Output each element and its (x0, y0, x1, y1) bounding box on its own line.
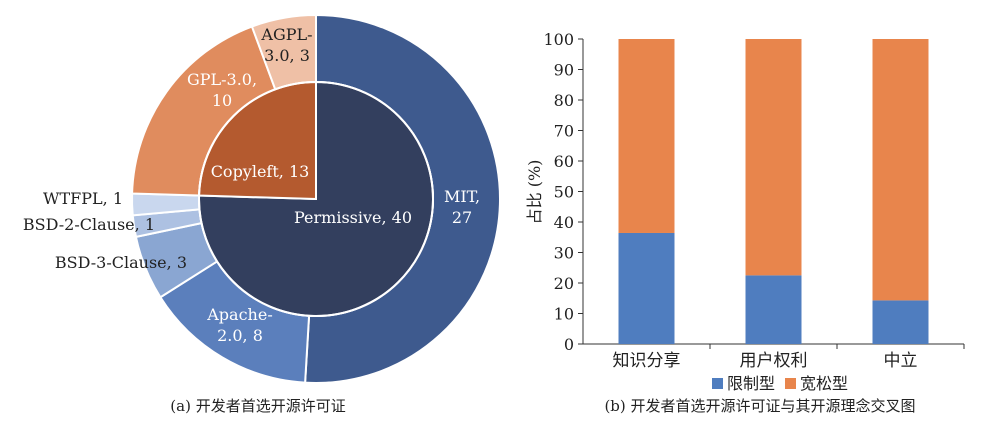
caption-a: (a) 开发者首选开源许可证 (170, 397, 345, 415)
legend-swatch-4f7dbf (712, 378, 723, 389)
donut-chart: Permissive, 40 Copyleft, 13 MIT, 27 Apache- 2… (23, 13, 501, 384)
outer-label-apache-2-0-line2: 2.0, 8 (217, 326, 263, 345)
legend: 限制型 宽松型 (712, 374, 848, 393)
bar-0- (618, 232, 675, 344)
y-tick-label: 0 (564, 335, 574, 354)
bar-2- (872, 39, 929, 301)
outer-label-gpl-3-0-line1: GPL-3.0, (187, 70, 257, 89)
y-axis-label: 占比 (%) (525, 160, 544, 225)
x-tick-label: 用户权利 (740, 351, 808, 371)
legend-label: 宽松型 (800, 374, 848, 393)
bar-2- (872, 300, 929, 344)
outer-label-mit-line1: MIT, (444, 187, 480, 206)
outer-label-gpl-3-0-line2: 10 (212, 91, 232, 110)
outer-label-mit-line2: 27 (452, 208, 472, 227)
x-tick-label: 知识分享 (613, 351, 681, 371)
outer-label-wtfpl: WTFPL, 1 (43, 189, 123, 208)
legend-swatch-e8854c (785, 378, 796, 389)
y-tick-label: 30 (554, 244, 574, 263)
inner-label-permissive: Permissive, 40 (294, 208, 412, 227)
outer-label-apache-2-0-line1: Apache- (206, 305, 272, 324)
stacked-bar-chart: 0 10 20 30 40 50 60 70 80 90 100 占比 (%) 知识分享 用户权利 中立限制… (525, 30, 965, 393)
caption-b: (b) 开发者首选开源许可证与其开源理念交叉图 (604, 397, 915, 415)
bar-1- (745, 275, 802, 344)
outer-label-agpl-3-0-line2: 3.0, 3 (264, 46, 310, 65)
y-tick-label: 70 (554, 122, 574, 141)
outer-label-agpl-3-0-line1: AGPL- (260, 25, 312, 44)
x-tick-label: 中立 (884, 351, 918, 371)
y-tick-label: 10 (554, 305, 574, 324)
inner-label-copyleft: Copyleft, 13 (211, 162, 310, 181)
y-tick-label: 90 (554, 61, 574, 80)
bar-0- (618, 39, 675, 233)
outer-label-bsd-2-clause: BSD-2-Clause, 1 (23, 215, 155, 234)
y-tick-label: 50 (554, 183, 574, 202)
outer-label-bsd-3-clause: BSD-3-Clause, 3 (55, 253, 187, 272)
y-tick-label: 40 (554, 213, 574, 232)
y-tick-label: 20 (554, 274, 574, 293)
legend-label: 限制型 (727, 374, 775, 393)
bar-1- (745, 39, 802, 276)
y-tick-label: 60 (554, 152, 574, 171)
y-tick-label: 100 (543, 30, 574, 49)
y-tick-label: 80 (554, 91, 574, 110)
